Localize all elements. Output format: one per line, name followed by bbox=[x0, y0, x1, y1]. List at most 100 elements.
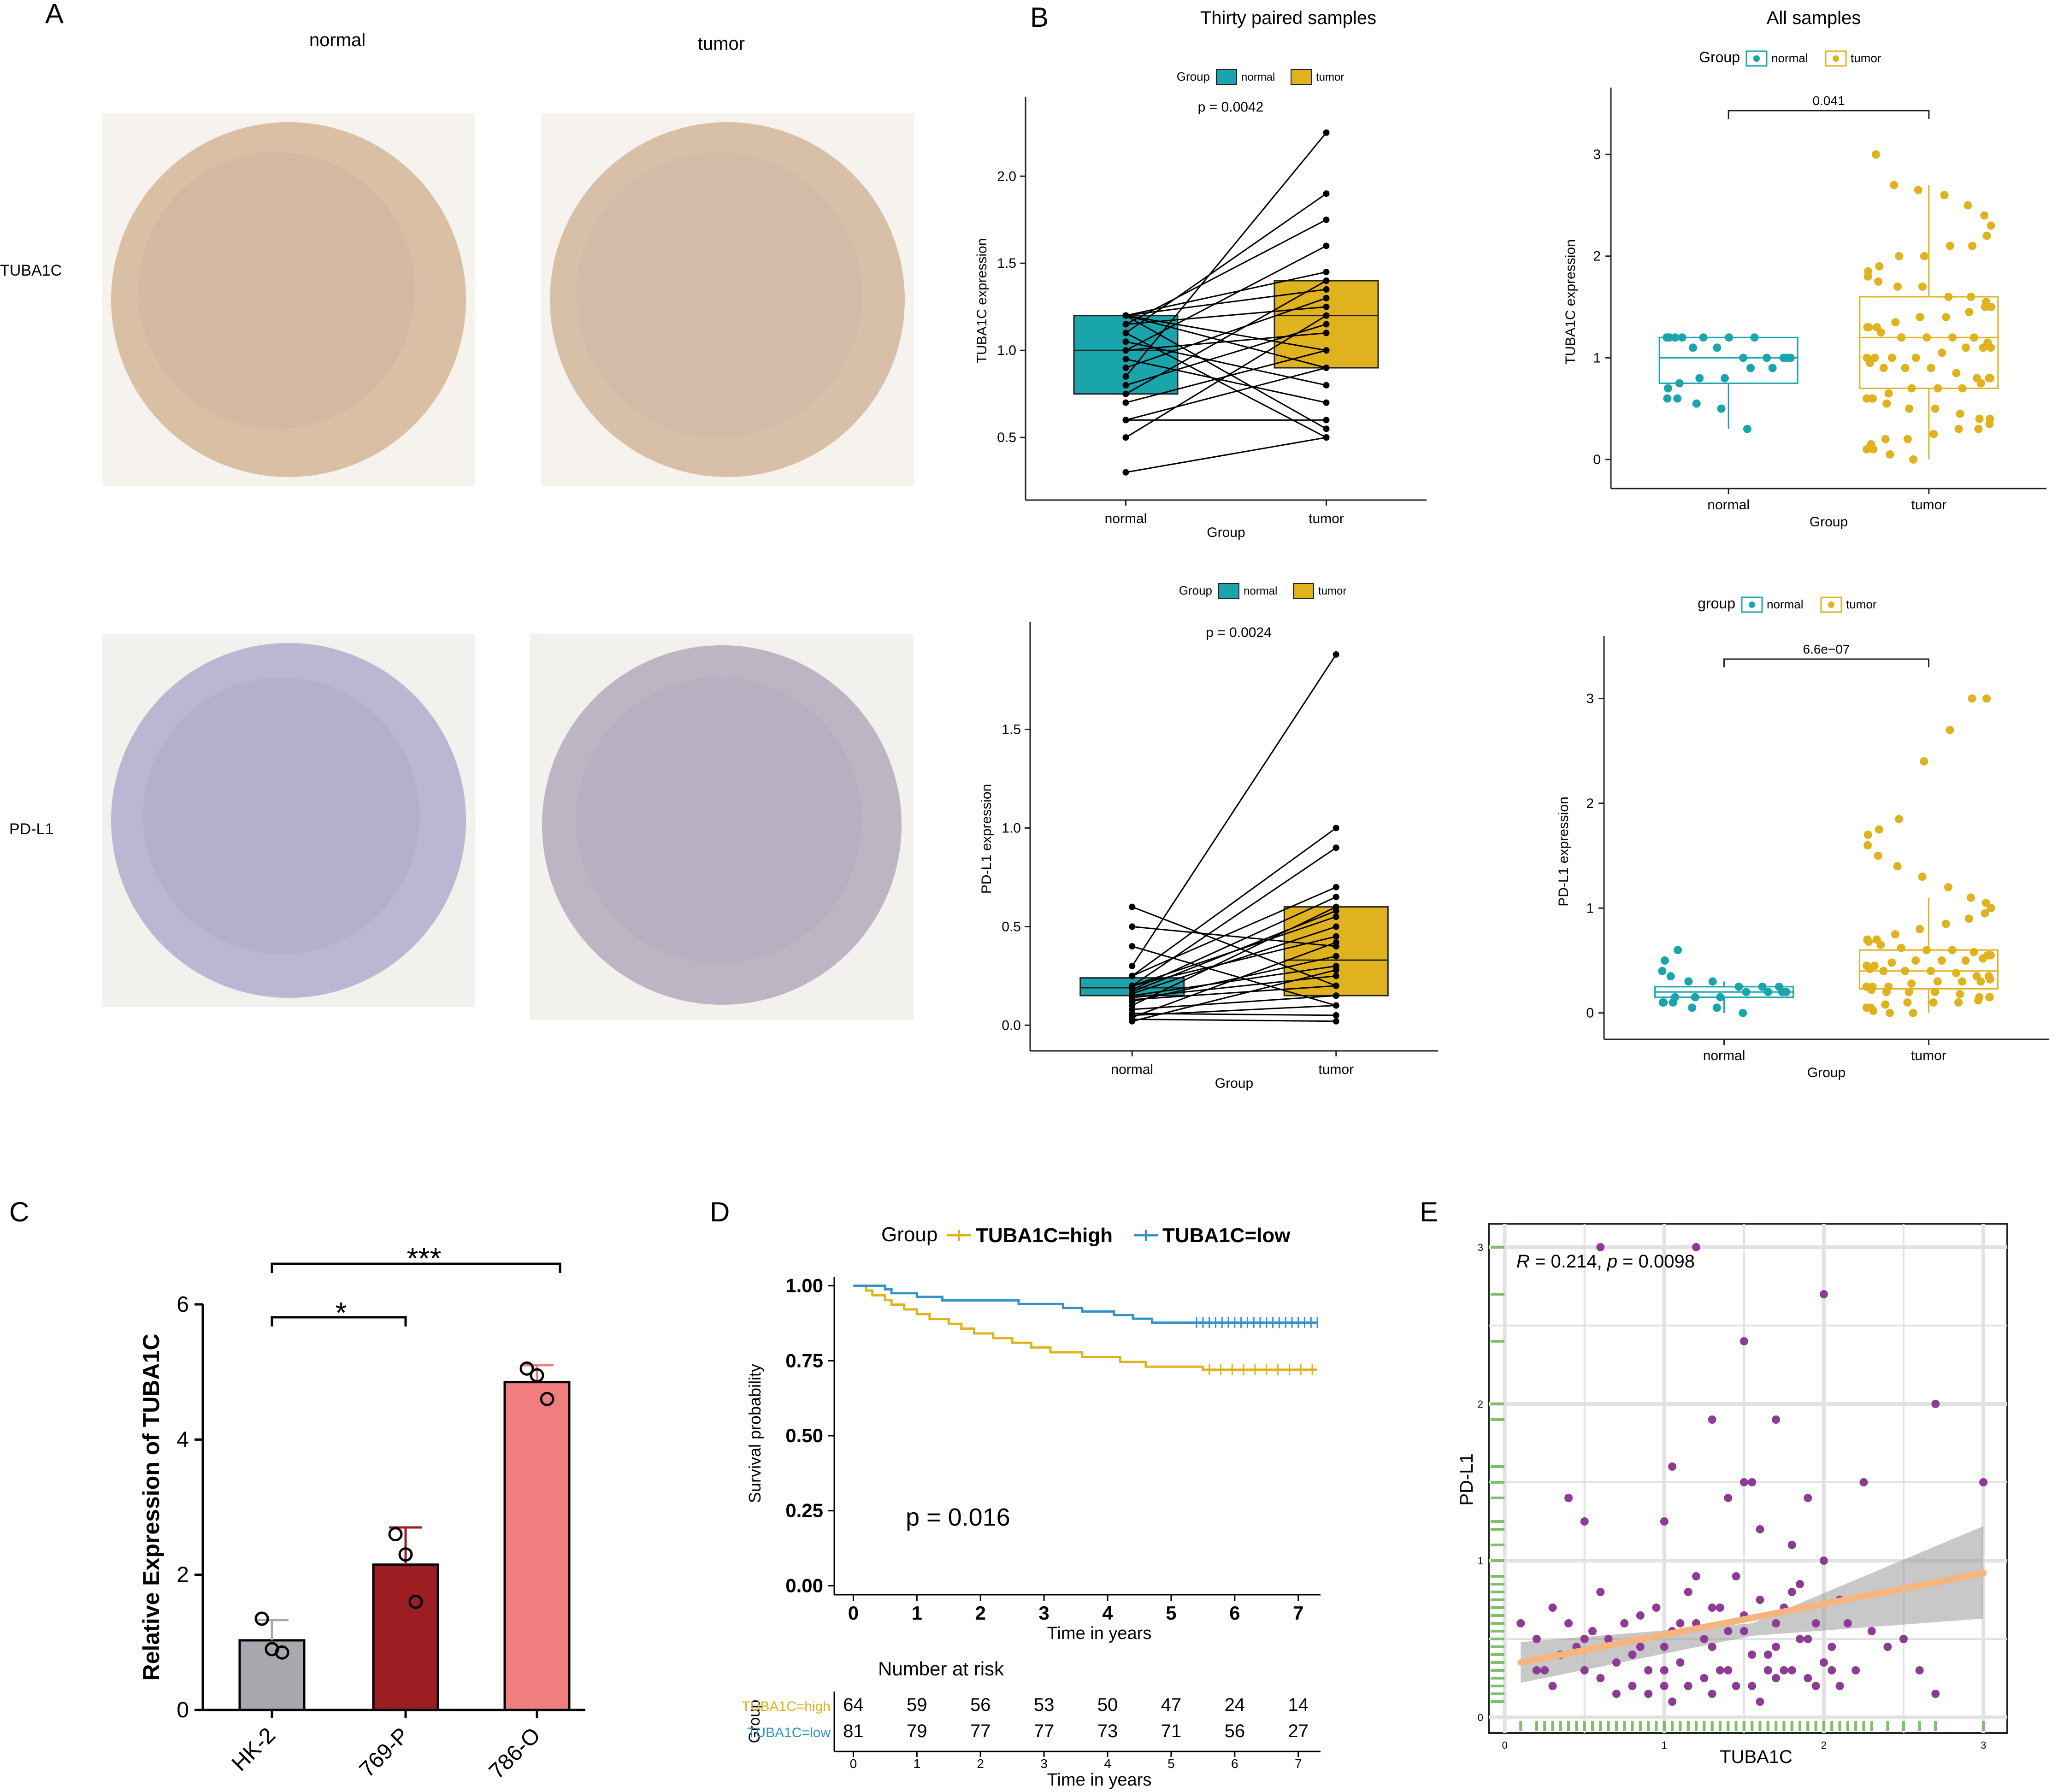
x-tick-label: 769-P bbox=[355, 1723, 414, 1782]
box-tumor-point bbox=[1980, 211, 1989, 220]
x-tick-label: normal bbox=[1707, 497, 1750, 513]
p-value-label: p = 0.0042 bbox=[1198, 100, 1264, 115]
chart-survival: Group TUBA1C=high TUBA1C=low0.000.250.500.… bbox=[742, 1223, 1321, 1790]
box-normal-point bbox=[1695, 374, 1704, 383]
p-value-label: p = 0.0024 bbox=[1206, 625, 1272, 640]
y-tick-label: 0 bbox=[1478, 1712, 1483, 1723]
box-tumor-point bbox=[1981, 909, 1989, 918]
legend-swatch-tumor bbox=[1291, 69, 1312, 85]
scatter-point bbox=[1772, 1643, 1781, 1651]
box-tumor-point bbox=[1983, 951, 1992, 960]
box-tumor-point bbox=[1879, 364, 1888, 372]
box-tumor-point bbox=[1958, 384, 1967, 393]
pair-point-normal bbox=[1122, 338, 1129, 345]
box-normal-point bbox=[1689, 343, 1698, 352]
scatter-point bbox=[1796, 1635, 1804, 1643]
pair-line bbox=[1132, 945, 1337, 1006]
scatter-point bbox=[1604, 1635, 1613, 1643]
box-tumor-point bbox=[1863, 323, 1872, 332]
box-normal-point bbox=[1664, 384, 1673, 393]
y-tick-label: 1 bbox=[1586, 901, 1594, 916]
scatter-point bbox=[1564, 1619, 1573, 1627]
box-tumor-point bbox=[1922, 946, 1931, 955]
box-tumor bbox=[1859, 296, 1999, 389]
pair-point-normal bbox=[1129, 943, 1136, 950]
risk-count: 50 bbox=[1097, 1695, 1118, 1715]
scatter-point bbox=[1684, 1682, 1692, 1690]
y-tick-label: 0.5 bbox=[997, 430, 1016, 445]
box-tumor-point bbox=[1975, 993, 1984, 1002]
legend-title: group bbox=[1698, 595, 1735, 612]
box-normal-point bbox=[1660, 956, 1669, 965]
box-tumor-point bbox=[1863, 841, 1872, 849]
box-tumor-point bbox=[1975, 414, 1984, 423]
risk-x-tick-label: 6 bbox=[1231, 1757, 1238, 1771]
risk-count: 59 bbox=[907, 1695, 927, 1715]
pair-line bbox=[1126, 315, 1327, 351]
scatter-point bbox=[1564, 1494, 1573, 1502]
scatter-point bbox=[1796, 1580, 1804, 1588]
y-tick-label: 1.5 bbox=[997, 256, 1016, 271]
scatter-point bbox=[1708, 1415, 1716, 1424]
pair-point-tumor bbox=[1333, 953, 1339, 960]
scatter-point bbox=[1724, 1666, 1733, 1674]
pair-point-normal bbox=[1122, 390, 1129, 397]
legend-swatch-tumor bbox=[1820, 596, 1842, 613]
pair-line bbox=[1125, 332, 1327, 438]
scatter-point bbox=[1612, 1690, 1621, 1698]
y-tick-label: 1 bbox=[1593, 350, 1601, 365]
y-tick-label: 0 bbox=[1586, 1006, 1594, 1021]
scatter-point bbox=[1819, 1658, 1828, 1667]
pair-point-normal bbox=[1122, 417, 1129, 424]
pair-line bbox=[1126, 358, 1327, 404]
sig-star-1: * bbox=[336, 1296, 347, 1329]
pair-line bbox=[1126, 324, 1327, 386]
y-tick-label: 0.25 bbox=[785, 1500, 823, 1521]
box-tumor-point bbox=[1940, 191, 1949, 200]
tissue-texture bbox=[138, 152, 415, 429]
pair-line bbox=[1126, 367, 1327, 421]
pair-point-normal bbox=[1122, 469, 1129, 476]
comparison-pvalue: 0.041 bbox=[1812, 94, 1845, 108]
annotation-part: p bbox=[1607, 1251, 1617, 1272]
pair-point-tumor bbox=[1323, 382, 1330, 389]
pair-point-tumor bbox=[1323, 277, 1330, 284]
x-axis-label: TUBA1C bbox=[1720, 1747, 1793, 1767]
box-tumor-point bbox=[1909, 455, 1918, 464]
box-tumor-point bbox=[1956, 990, 1964, 998]
scatter-point bbox=[1931, 1690, 1940, 1698]
box-normal-point bbox=[1675, 379, 1684, 388]
box-normal-point bbox=[1764, 988, 1773, 996]
x-tick-label: 3 bbox=[1981, 1739, 1986, 1751]
legend-title: Group bbox=[1177, 70, 1210, 83]
x-tick-label: normal bbox=[1111, 1062, 1153, 1077]
box-tumor-point bbox=[1985, 993, 1994, 1002]
box-tumor-point bbox=[1890, 181, 1899, 189]
y-tick-label: 6 bbox=[177, 1292, 189, 1317]
pair-point-tumor bbox=[1333, 825, 1339, 831]
legend-dot-normal bbox=[1753, 55, 1760, 62]
scatter-point bbox=[1580, 1517, 1589, 1526]
scatter-point bbox=[1804, 1635, 1812, 1643]
panel-a-row-pdl1: PD-L1 bbox=[9, 820, 53, 838]
box-tumor-point bbox=[1885, 1008, 1894, 1017]
replicate-point bbox=[254, 1611, 269, 1626]
box-normal-point bbox=[1678, 333, 1686, 342]
pair-point-tumor bbox=[1323, 295, 1330, 301]
scatter-point bbox=[1852, 1666, 1860, 1674]
scatter-point bbox=[1915, 1666, 1924, 1674]
x-tick-label: 2 bbox=[975, 1602, 986, 1624]
annotation-part: = 0.0098 bbox=[1617, 1251, 1695, 1272]
box-normal-point bbox=[1692, 399, 1701, 408]
pair-point-tumor bbox=[1323, 269, 1330, 276]
x-tick-label: 4 bbox=[1102, 1602, 1113, 1624]
scatter-point bbox=[1676, 1619, 1685, 1627]
box-tumor-point bbox=[1970, 948, 1978, 956]
scatter-point bbox=[1540, 1666, 1549, 1674]
y-axis-label: PD-L1 bbox=[1457, 1453, 1477, 1505]
pair-line bbox=[1126, 436, 1327, 473]
pair-point-tumor bbox=[1323, 216, 1330, 223]
scatter-point bbox=[1819, 1290, 1828, 1298]
pair-point-normal bbox=[1129, 923, 1136, 930]
legend-swatch-normal bbox=[1218, 583, 1239, 599]
